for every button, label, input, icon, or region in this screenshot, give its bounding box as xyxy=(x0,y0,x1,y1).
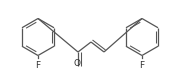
Text: F: F xyxy=(140,61,145,70)
Text: F: F xyxy=(35,61,40,70)
Text: O: O xyxy=(73,59,80,67)
